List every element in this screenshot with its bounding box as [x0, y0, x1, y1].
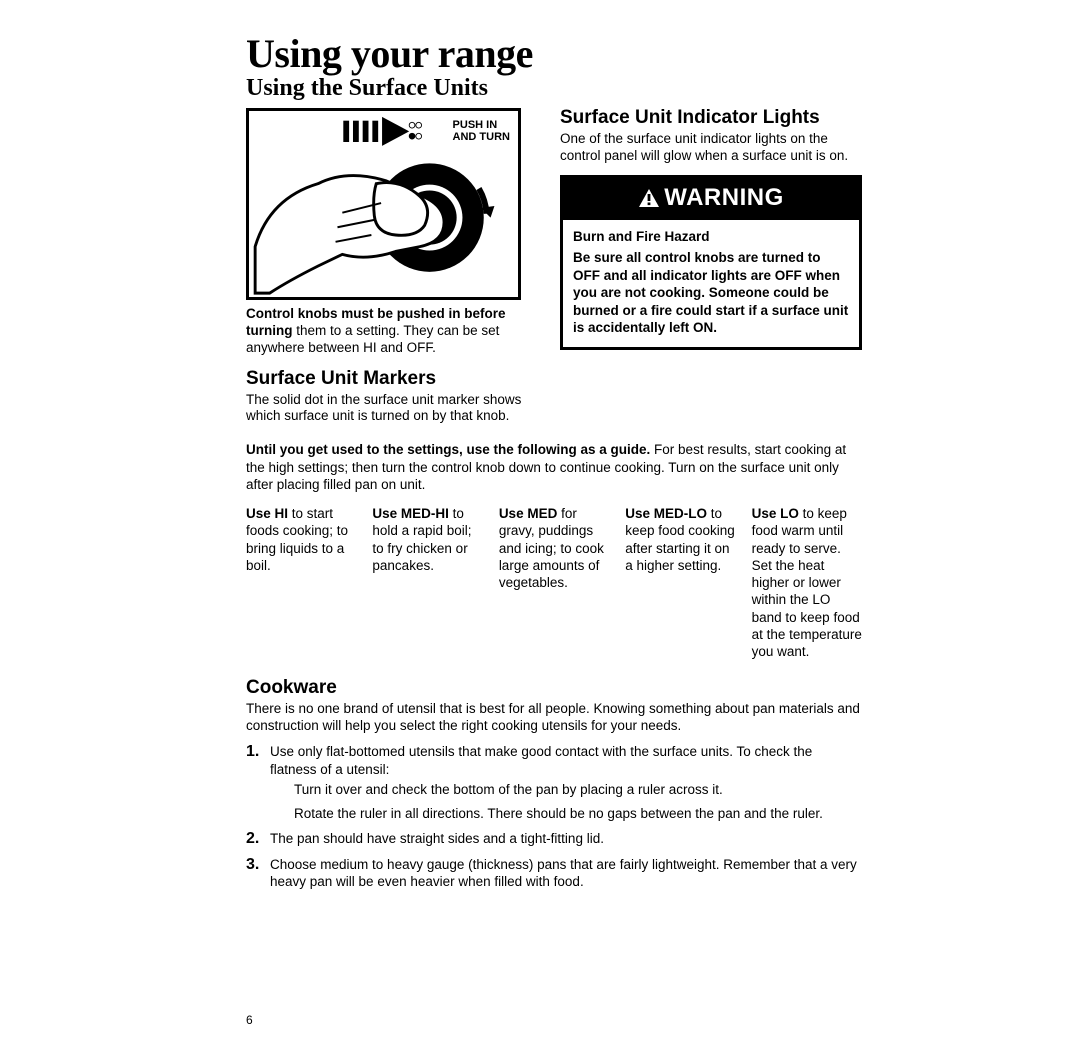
upper-columns: ○○ ●○ PUSH IN AND TURN — [246, 108, 862, 435]
setting-head: Use LO — [752, 506, 799, 521]
list-text: The pan should have straight sides and a… — [270, 831, 604, 846]
knob-illustration: ○○ ●○ PUSH IN AND TURN — [246, 108, 521, 300]
lights-heading: Surface Unit Indicator Lights — [560, 108, 862, 129]
list-number: 1. — [246, 742, 259, 763]
setting-med: Use MED for gravy, puddings and icing; t… — [499, 505, 609, 660]
sub-item: Rotate the ruler in all directions. Ther… — [270, 805, 862, 823]
warning-header: WARNING — [563, 178, 859, 220]
page: Using your range Using the Surface Units… — [0, 0, 1080, 1047]
warning-box: WARNING Burn and Fire Hazard Be sure all… — [560, 175, 862, 350]
cookware-heading: Cookware — [246, 678, 862, 699]
page-title: Using your range — [246, 34, 862, 74]
cookware-intro: There is no one brand of utensil that is… — [246, 701, 862, 735]
sub-item: Turn it over and check the bottom of the… — [270, 781, 862, 799]
list-number: 3. — [246, 855, 259, 876]
knob-caption: Control knobs must be pushed in before t… — [246, 306, 536, 357]
setting-hi: Use HI to start foods cooking; to bring … — [246, 505, 356, 660]
setting-text: to keep food warm until ready to serve. … — [752, 506, 862, 659]
cookware-item-3: 3. Choose medium to heavy gauge (thickne… — [246, 856, 862, 891]
list-text: Use only flat-bottomed utensils that mak… — [270, 744, 812, 777]
marker-dots: ○○ ●○ — [409, 119, 422, 141]
cookware-item-1: 1. Use only flat-bottomed utensils that … — [246, 743, 862, 822]
setting-head: Use MED — [499, 506, 558, 521]
setting-head: Use MED-LO — [625, 506, 707, 521]
list-number: 2. — [246, 829, 259, 850]
warning-subhead: Burn and Fire Hazard — [573, 228, 849, 246]
lights-body: One of the surface unit indicator lights… — [560, 131, 862, 165]
guide-bold: Until you get used to the settings, use … — [246, 442, 650, 457]
warning-body: Burn and Fire Hazard Be sure all control… — [563, 220, 859, 347]
right-column: Surface Unit Indicator Lights One of the… — [560, 108, 862, 435]
setting-medhi: Use MED-HI to hold a rapid boil; to fry … — [372, 505, 482, 660]
page-subtitle: Using the Surface Units — [246, 76, 862, 100]
setting-head: Use HI — [246, 506, 288, 521]
push-line-1: PUSH IN — [453, 119, 498, 131]
left-column: ○○ ●○ PUSH IN AND TURN — [246, 108, 536, 435]
warning-triangle-icon — [638, 188, 660, 208]
markers-heading: Surface Unit Markers — [246, 369, 536, 390]
setting-medlo: Use MED-LO to keep food cooking after st… — [625, 505, 735, 660]
push-line-2: AND TURN — [453, 131, 510, 143]
list-text: Choose medium to heavy gauge (thickness)… — [270, 857, 857, 890]
warning-text: Be sure all control knobs are turned to … — [573, 249, 849, 337]
setting-lo: Use LO to keep food warm until ready to … — [752, 505, 862, 660]
warning-header-text: WARNING — [664, 184, 784, 211]
push-in-label: PUSH IN AND TURN — [453, 119, 510, 143]
settings-grid: Use HI to start foods cooking; to bring … — [246, 505, 862, 660]
page-number: 6 — [246, 1013, 253, 1027]
setting-head: Use MED-HI — [372, 506, 449, 521]
markers-body: The solid dot in the surface unit marker… — [246, 392, 536, 426]
cookware-item-2: 2. The pan should have straight sides an… — [246, 830, 862, 848]
cookware-list: 1. Use only flat-bottomed utensils that … — [246, 743, 862, 891]
settings-guide: Until you get used to the settings, use … — [246, 441, 862, 493]
